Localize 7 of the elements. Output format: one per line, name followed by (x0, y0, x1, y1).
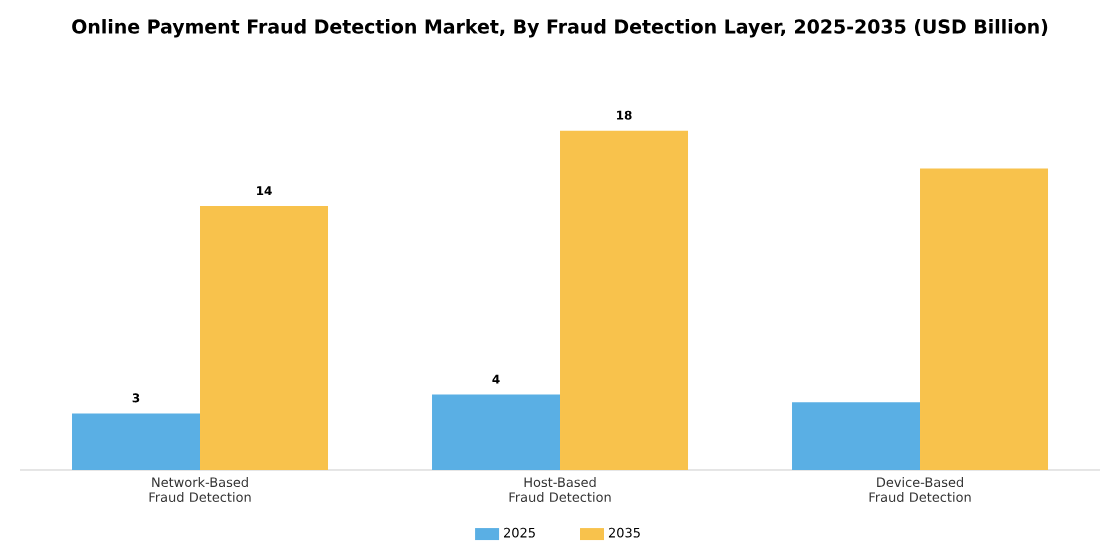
bar (792, 402, 921, 470)
bar (560, 130, 689, 470)
bar (920, 168, 1049, 470)
bar (72, 413, 201, 470)
bar (432, 394, 561, 470)
chart-title: Online Payment Fraud Detection Market, By Fraud Detection Layer, 2025-2035 (USD Billion) (72, 19, 1048, 38)
bar (200, 206, 329, 470)
